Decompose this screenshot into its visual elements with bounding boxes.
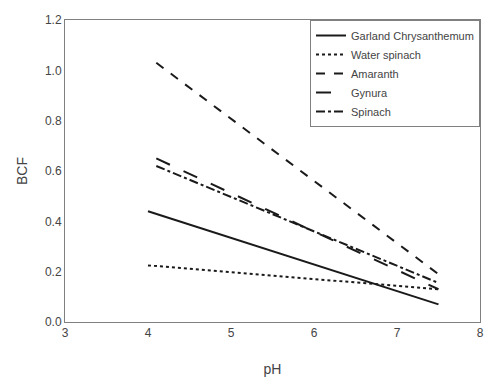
svg-text:pH: pH [264,361,282,377]
svg-text:1.2: 1.2 [45,13,62,27]
svg-text:0.2: 0.2 [45,265,62,279]
svg-text:6: 6 [311,326,318,340]
svg-text:0.6: 0.6 [45,164,62,178]
svg-text:8: 8 [477,326,484,340]
svg-text:4: 4 [145,326,152,340]
svg-text:Amaranth: Amaranth [351,68,399,80]
svg-text:Spinach: Spinach [351,106,391,118]
svg-text:Garland Chrysanthemum: Garland Chrysanthemum [351,30,474,42]
svg-text:5: 5 [228,326,235,340]
svg-text:0.8: 0.8 [45,114,62,128]
svg-text:7: 7 [394,326,401,340]
svg-text:3: 3 [62,326,69,340]
svg-text:0.0: 0.0 [45,315,62,329]
svg-text:0.4: 0.4 [45,215,62,229]
svg-text:Water spinach: Water spinach [351,49,421,61]
svg-text:BCF: BCF [14,157,30,185]
svg-text:1.0: 1.0 [45,64,62,78]
svg-text:Gynura: Gynura [351,87,388,99]
